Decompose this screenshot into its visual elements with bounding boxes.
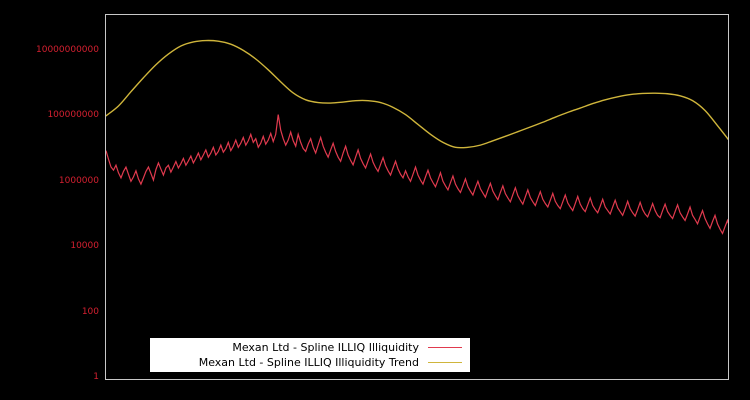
chart-legend: Mexan Ltd - Spline ILLIQ Illiquidity Mex…	[150, 338, 470, 372]
legend-entry-illiquidity: Mexan Ltd - Spline ILLIQ Illiquidity	[150, 340, 470, 355]
series-line-trend	[106, 39, 728, 149]
y-axis-tick-labels: 10000000000 100000000 1000000 10000 100 1	[0, 0, 101, 400]
y-axis-tick-label: 1	[93, 372, 99, 382]
y-axis-tick-label: 1000000	[58, 175, 99, 186]
legend-swatch-illiquidity-trend-icon	[428, 362, 462, 363]
y-axis-tick-label: 10000	[70, 241, 99, 252]
y-axis-tick-label: 100000000	[47, 110, 99, 121]
plot-area	[105, 14, 729, 380]
legend-swatch-illiquidity-icon	[428, 347, 462, 348]
y-axis-tick-label: 100	[81, 306, 99, 317]
legend-entry-illiquidity-trend: Mexan Ltd - Spline ILLIQ Illiquidity Tre…	[150, 355, 470, 370]
series-line-illiquidity	[106, 114, 728, 235]
y-axis-tick-label: 10000000000	[36, 44, 99, 55]
legend-label-illiquidity: Mexan Ltd - Spline ILLIQ Illiquidity	[232, 340, 419, 354]
plot-svg	[106, 39, 728, 235]
legend-label-illiquidity-trend: Mexan Ltd - Spline ILLIQ Illiquidity Tre…	[198, 355, 419, 369]
